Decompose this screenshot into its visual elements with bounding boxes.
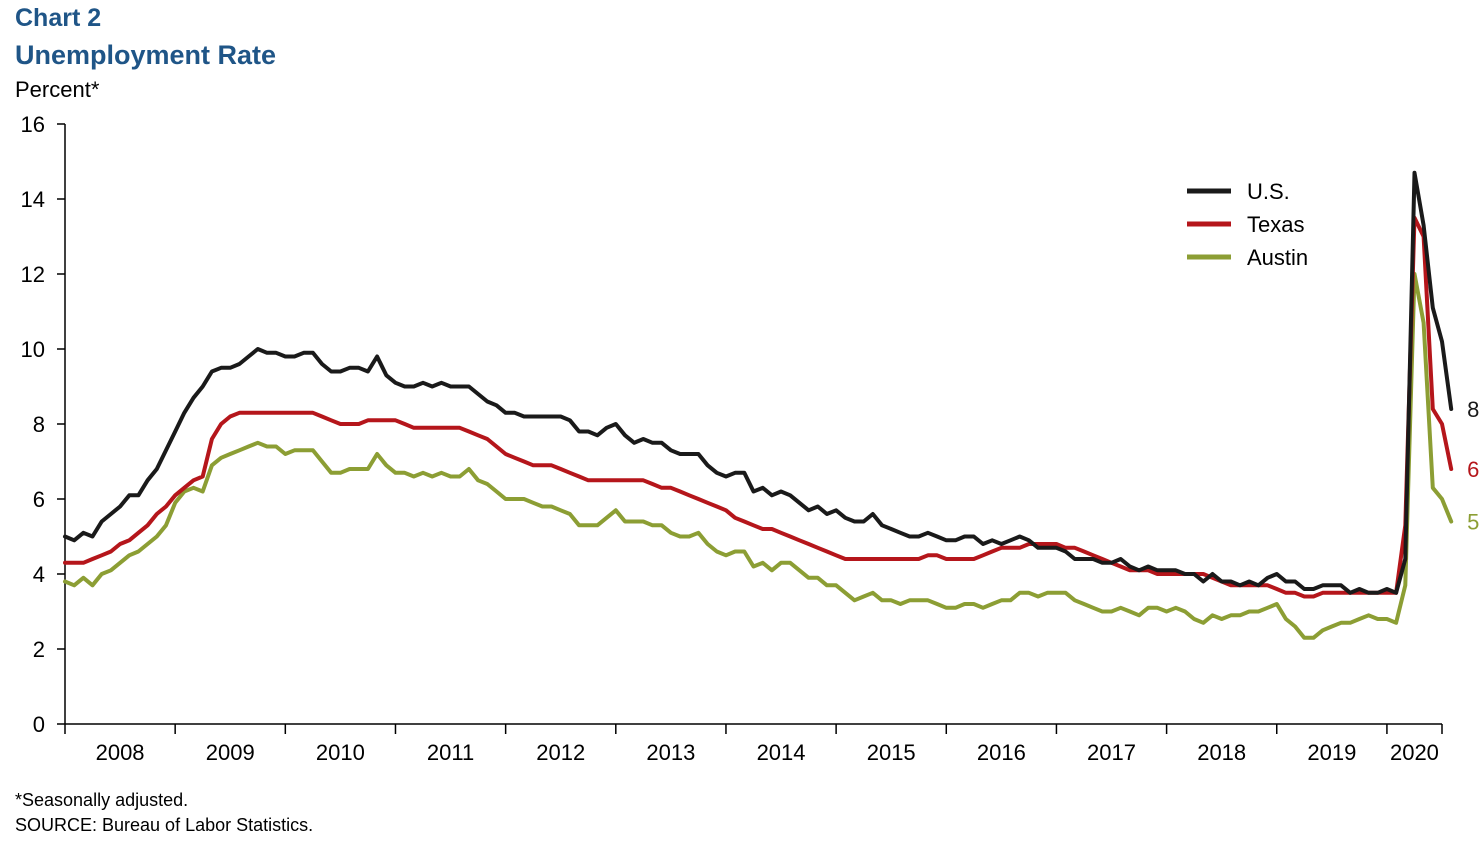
x-tick-label: 2012 [536,740,585,765]
y-tick-label: 12 [21,262,45,287]
y-tick-label: 4 [33,562,45,587]
series-lines [63,170,1454,640]
y-axis: 0 2 4 6 8 10 12 14 16 [21,112,66,737]
x-tick-label: 2009 [206,740,255,765]
y-tick-label: 14 [21,187,45,212]
x-tick-label: 2013 [646,740,695,765]
series-line-austin [63,272,1454,640]
legend: U.S. Texas Austin [1187,179,1308,270]
x-tick-label: 2014 [757,740,806,765]
series-line-texas [63,215,1454,599]
y-tick-label: 8 [33,412,45,437]
footnote: *Seasonally adjusted. [15,790,189,810]
chart-title: Unemployment Rate [15,40,277,70]
x-axis: 2008 2009 2010 2011 2012 2013 2014 2015 2016 2017… [64,723,1443,765]
end-label: 6.8 [1467,457,1481,482]
x-tick-label: 2019 [1307,740,1356,765]
y-tick-label: 0 [33,712,45,737]
x-tick-label: 2008 [96,740,145,765]
end-value-labels: 8.4 6.8 5.4 [1467,397,1481,535]
legend-label: Austin [1247,245,1308,270]
y-axis-unit: Percent* [15,77,100,102]
y-tick-label: 2 [33,637,45,662]
x-tick-label: 2017 [1087,740,1136,765]
y-tick-label: 6 [33,487,45,512]
x-tick-label: 2018 [1197,740,1246,765]
series-line-us [63,170,1454,595]
legend-label: U.S. [1247,179,1290,204]
x-tick-label: 2015 [867,740,916,765]
y-tick-label: 10 [21,337,45,362]
legend-label: Texas [1247,212,1304,237]
x-tick-label: 2016 [977,740,1026,765]
end-label: 5.4 [1467,510,1481,535]
x-tick-label: 2010 [316,740,365,765]
x-tick-label: 2011 [427,740,474,765]
end-label: 8.4 [1467,397,1481,422]
x-tick-label: 2020 [1390,740,1439,765]
chart-number: Chart 2 [15,4,102,32]
y-tick-label: 16 [21,112,45,137]
source-note: SOURCE: Bureau of Labor Statistics. [15,815,314,835]
